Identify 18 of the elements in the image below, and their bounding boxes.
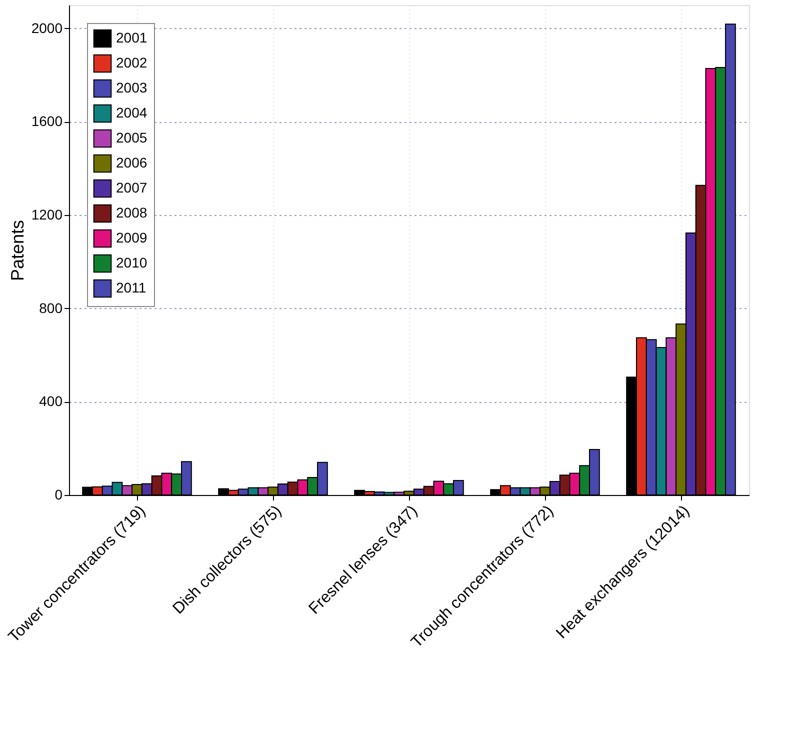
y-tick-label: 0 [54,486,63,502]
legend-label: 2001 [116,30,148,46]
legend-label: 2006 [116,154,148,170]
y-tick-label: 400 [39,393,63,410]
y-tick-label: 1600 [31,113,63,130]
legend-label: 2009 [116,230,148,246]
legend-label: 2010 [116,254,148,270]
y-tick-label: 1200 [31,206,63,222]
legend-label: 2011 [116,280,146,296]
legend-label: 2003 [116,80,148,96]
legend-label: 2005 [116,130,148,146]
legend-label: 2008 [116,204,148,220]
y-tick-label: 2000 [31,20,63,36]
legend-label: 2007 [116,180,148,196]
legend-label: 2004 [116,104,148,120]
legend-label: 2002 [116,54,148,70]
y-axis-title: Patents [7,220,28,282]
y-tick-label: 800 [39,300,63,316]
